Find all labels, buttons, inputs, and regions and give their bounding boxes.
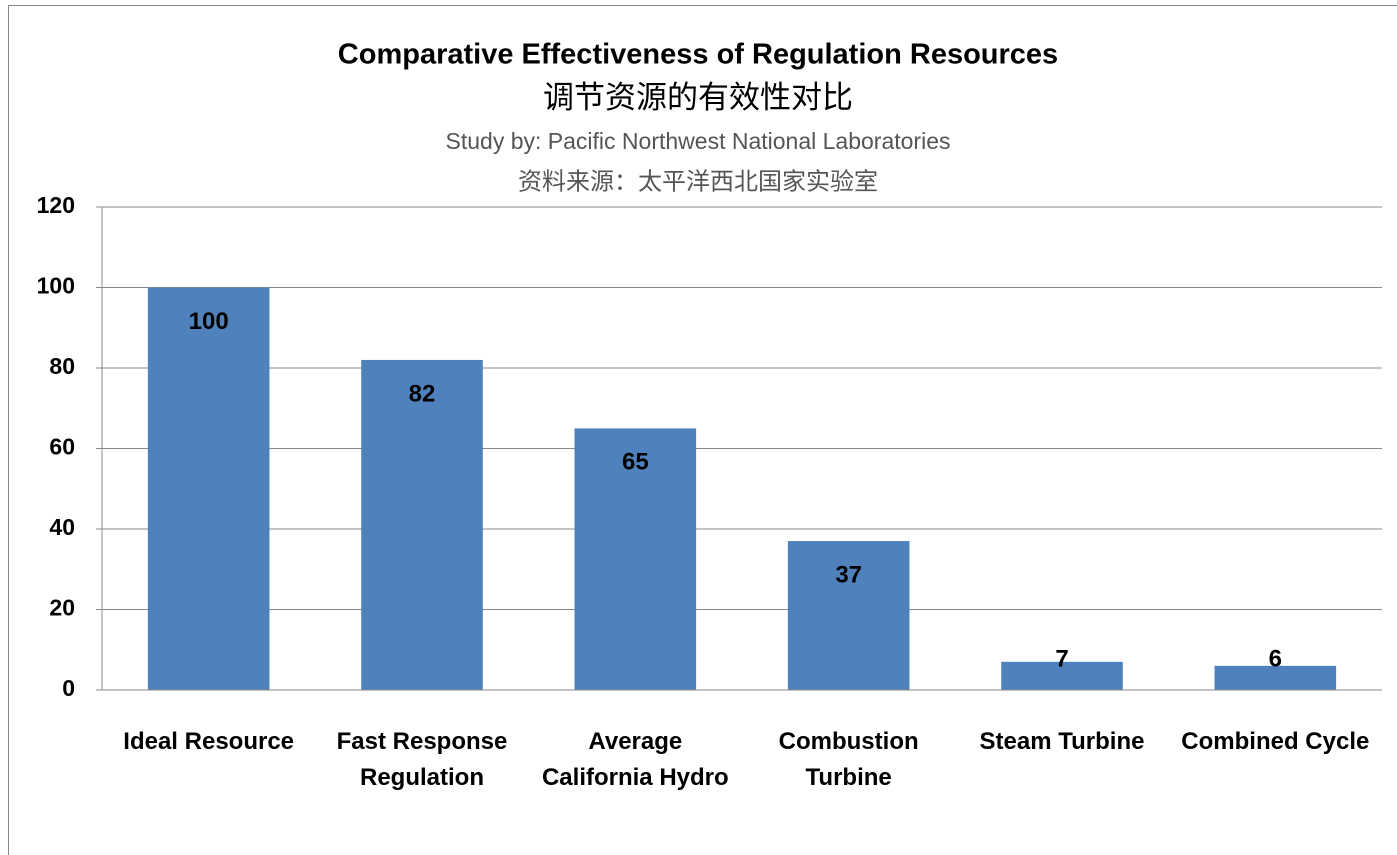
- data-label: 6: [1269, 645, 1282, 672]
- x-tick-label: Combustion Turbine: [778, 728, 919, 791]
- x-tick-label: Steam Turbine: [979, 728, 1145, 755]
- bar: [361, 359, 483, 690]
- data-label: 37: [835, 561, 862, 588]
- y-tick-label: 80: [49, 353, 75, 379]
- chart-frame: [8, 5, 1397, 855]
- bar: [1001, 661, 1123, 690]
- bar: [1214, 665, 1337, 690]
- y-tick-label: 60: [49, 434, 75, 460]
- x-tick-label: Fast Response Regulation: [336, 728, 508, 791]
- data-label: 65: [622, 449, 649, 476]
- chart-subtitle: Study by: Pacific Northwest National Lab…: [446, 128, 951, 154]
- x-tick-label: Average California Hydro: [541, 728, 729, 791]
- chart-title-cn: 调节资源的有效性对比: [543, 80, 853, 115]
- y-tick-label: 0: [62, 675, 75, 701]
- y-tick-label: 40: [49, 514, 75, 540]
- chart-title: Comparative Effectiveness of Regulation …: [338, 39, 1058, 71]
- data-label: 100: [189, 308, 229, 335]
- x-tick-label: Ideal Resource: [123, 728, 295, 755]
- data-label: 82: [409, 380, 436, 407]
- y-tick-label: 20: [49, 595, 75, 621]
- x-tick-label: Combined Cycle: [1181, 728, 1370, 755]
- y-tick-label: 100: [37, 273, 75, 299]
- bar: [147, 287, 270, 690]
- chart-subtitle-cn: 资料来源：太平洋西北国家实验室: [518, 168, 878, 195]
- data-label: 7: [1055, 645, 1068, 672]
- bar: [574, 428, 697, 690]
- bar: [787, 541, 910, 690]
- y-tick-label: 120: [37, 192, 75, 218]
